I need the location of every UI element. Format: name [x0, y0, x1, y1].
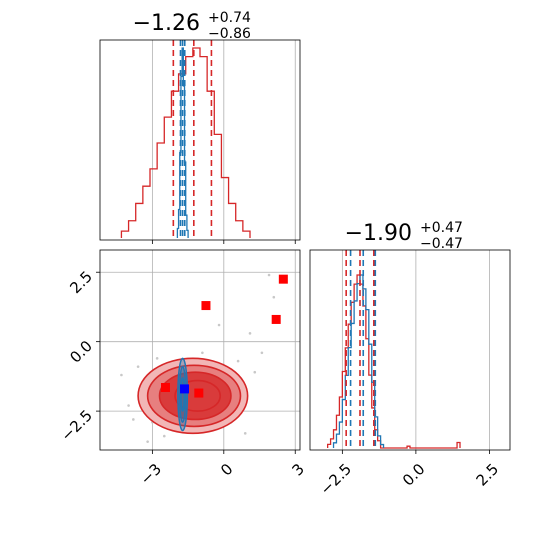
marker-square-red	[278, 274, 288, 284]
marker-square-red	[271, 314, 281, 324]
y-tick-label: −2.5	[58, 406, 96, 444]
marginal-histogram-param-2: −2.5 0.0 2.5 −1.90 +0.47 −0.47	[309, 220, 511, 499]
scatter-point	[146, 440, 149, 443]
scatter-point	[132, 418, 135, 421]
panel-frame	[99, 39, 301, 241]
scatter-point	[217, 323, 221, 327]
x-tick-label: 3	[289, 460, 308, 479]
scatter-point	[236, 359, 240, 363]
histogram-step	[332, 274, 385, 448]
scatter-point	[260, 351, 264, 355]
histogram-step	[326, 274, 461, 449]
title-lower-param-1: −0.86	[208, 26, 251, 42]
joint-contour-param-1-param-2: −3 0 3 2.5 0.0 −2.5	[58, 249, 308, 488]
scatter-point	[253, 370, 257, 374]
histogram-step	[120, 47, 251, 238]
marker-square-red	[201, 301, 211, 311]
contour-level-blue	[180, 377, 186, 412]
title-lower-param-2: −0.47	[420, 236, 463, 252]
title-upper-param-2: +0.47	[420, 220, 463, 236]
scatter-point	[120, 373, 123, 377]
scatter-point	[267, 273, 271, 277]
marker-square-blue	[180, 384, 190, 394]
title-value-param-1: −1.26	[133, 11, 200, 36]
title-value-param-2: −1.90	[345, 221, 412, 246]
marker-square-red	[194, 388, 204, 398]
x-tick-label: −3	[137, 460, 165, 488]
title-upper-param-1: +0.74	[208, 10, 251, 26]
scatter-point	[155, 357, 159, 360]
panel-frame	[309, 249, 511, 451]
marker-square-red	[160, 383, 170, 392]
scatter-point	[136, 365, 140, 368]
y-tick-label: 0.0	[66, 337, 96, 367]
scatter-point	[272, 295, 276, 299]
scatter-point	[248, 332, 252, 335]
marginal-histogram-param-1: −1.26 +0.74 −0.86	[99, 10, 301, 244]
scatter-point	[201, 351, 204, 355]
scatter-point	[162, 434, 166, 438]
histogram-step	[176, 47, 189, 238]
x-tick-label: 2.5	[473, 460, 503, 490]
scatter-point	[243, 432, 247, 435]
x-tick-label: 0.0	[399, 460, 429, 490]
scatter-point	[127, 404, 130, 407]
x-tick-label: 0	[217, 460, 236, 479]
panel-frame	[99, 249, 301, 451]
y-tick-label: 2.5	[66, 268, 96, 298]
x-tick-label: −2.5	[317, 460, 355, 498]
